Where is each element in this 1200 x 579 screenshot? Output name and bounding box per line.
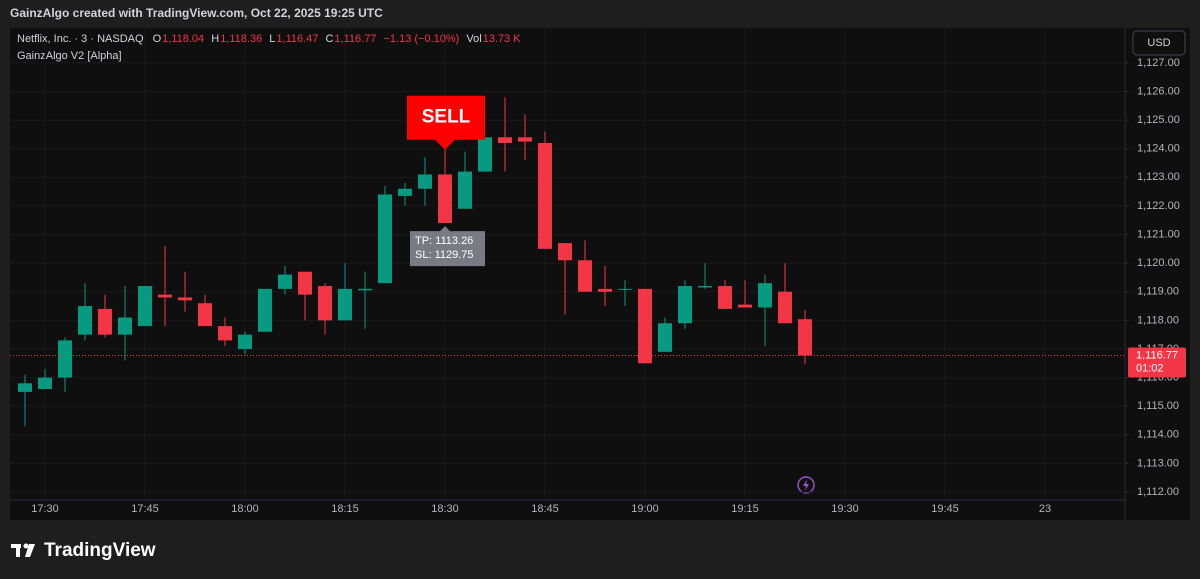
candle-body — [298, 271, 312, 295]
candle-body — [278, 274, 292, 289]
legend-key: Vol — [466, 33, 482, 45]
candle-body — [458, 171, 472, 209]
candle-body — [338, 288, 352, 321]
y-tick-label: 1,127.00 — [1137, 57, 1180, 69]
candle-body — [678, 286, 692, 324]
candle-body — [218, 326, 232, 341]
candle-body — [698, 286, 712, 288]
x-tick-label: 17:30 — [31, 503, 59, 515]
candle-body — [418, 174, 432, 189]
y-tick-label: 1,123.00 — [1137, 171, 1180, 183]
legend-key: C — [325, 33, 334, 45]
sell-marker — [407, 95, 485, 150]
y-tick-label: 1,114.00 — [1137, 429, 1179, 441]
symbol: Netflix, Inc. · 3 · NASDAQ — [17, 33, 144, 45]
candle-body — [498, 137, 512, 143]
tp-label: TP: 1113.26 — [415, 235, 473, 247]
currency-label[interactable]: USD — [1147, 37, 1170, 49]
y-tick-label: 1,115.00 — [1137, 400, 1179, 412]
candle-body — [118, 317, 132, 335]
candle-body — [358, 288, 372, 291]
candle-body — [138, 286, 152, 327]
legend: Netflix, Inc. · 3 · NASDAQ O1,118.04 H1,… — [17, 33, 525, 45]
candle-body — [478, 137, 492, 172]
candle-body — [738, 304, 752, 308]
y-tick-label: 1,122.00 — [1137, 200, 1180, 212]
candle-body — [398, 188, 412, 196]
candle-body — [778, 291, 792, 324]
legend-value: 1,118.36 — [220, 33, 263, 45]
candle-body — [318, 286, 332, 321]
legend-key: L — [269, 33, 276, 45]
x-tick-label: 19:00 — [631, 503, 659, 515]
x-tick-label: 18:00 — [231, 503, 259, 515]
y-tick-label: 1,113.00 — [1137, 457, 1179, 469]
candle-body — [578, 260, 592, 292]
candle-body — [798, 319, 812, 356]
candle-body — [538, 142, 552, 249]
y-tick-label: 1,120.00 — [1137, 257, 1180, 269]
legend-change: −1.13 (−0.10%) — [383, 33, 460, 45]
x-tick-label: 19:30 — [831, 503, 859, 515]
y-tick-label: 1,112.00 — [1137, 486, 1179, 498]
brand-logo — [11, 543, 35, 557]
legend-value: 1,118.04 — [162, 33, 205, 45]
legend-key: H — [211, 33, 220, 45]
x-tick-label: 18:15 — [331, 503, 359, 515]
candle-body — [618, 288, 632, 290]
candle-body — [558, 243, 572, 261]
candle-body — [158, 294, 172, 298]
legend-value: 13.73 K — [482, 33, 521, 45]
y-tick-label: 1,126.00 — [1137, 85, 1180, 97]
candle-body — [58, 340, 72, 378]
replay-icon[interactable] — [797, 476, 815, 494]
legend-key: O — [152, 33, 162, 45]
tp-sl-box — [410, 226, 485, 267]
indicator-name: GainzAlgo V2 [Alpha] — [17, 50, 122, 62]
candle-body — [658, 323, 672, 352]
plot — [10, 28, 1125, 500]
candle-body — [598, 288, 612, 292]
candle-body — [198, 303, 212, 327]
candle-body — [38, 377, 52, 390]
countdown: 01:02 — [1136, 362, 1164, 374]
x-tick-label: 18:30 — [431, 503, 459, 515]
sl-label: SL: 1129.75 — [415, 249, 474, 261]
currency-button[interactable] — [1132, 30, 1186, 56]
y-tick-label: 1,124.00 — [1137, 143, 1180, 155]
x-tick-label: 18:45 — [531, 503, 559, 515]
chart-title: GainzAlgo created with TradingView.com, … — [10, 6, 383, 20]
last-price-label: 1,116.77 — [1136, 349, 1178, 361]
x-tick-label: 17:45 — [131, 503, 159, 515]
candle-body — [518, 137, 532, 142]
candle-body — [378, 194, 392, 284]
candle-body — [758, 283, 772, 308]
candle-body — [438, 174, 452, 224]
candle-body — [98, 308, 112, 335]
y-tick-label: 1,119.00 — [1137, 286, 1179, 298]
candle-body — [638, 288, 652, 364]
brand-name: TradingView — [44, 540, 156, 561]
legend-value: 1,116.77 — [334, 33, 377, 45]
last-price-box — [1128, 347, 1186, 378]
sell-label: SELL — [422, 107, 471, 128]
y-tick-label: 1,125.00 — [1137, 114, 1180, 126]
x-tick-label: 19:15 — [731, 503, 759, 515]
legend-value: 1,116.47 — [276, 33, 319, 45]
candle-body — [78, 306, 92, 335]
y-tick-label: 1,121.00 — [1137, 228, 1180, 240]
candle-body — [258, 288, 272, 332]
x-tick-label: 19:45 — [931, 503, 959, 515]
candle-body — [18, 383, 32, 392]
chart-pane — [10, 28, 1190, 520]
candle-body — [238, 334, 252, 349]
y-tick-label: 1,118.00 — [1137, 314, 1179, 326]
x-tick-label: 23 — [1039, 503, 1051, 515]
candle-body — [718, 286, 732, 309]
candle-body — [178, 297, 192, 301]
